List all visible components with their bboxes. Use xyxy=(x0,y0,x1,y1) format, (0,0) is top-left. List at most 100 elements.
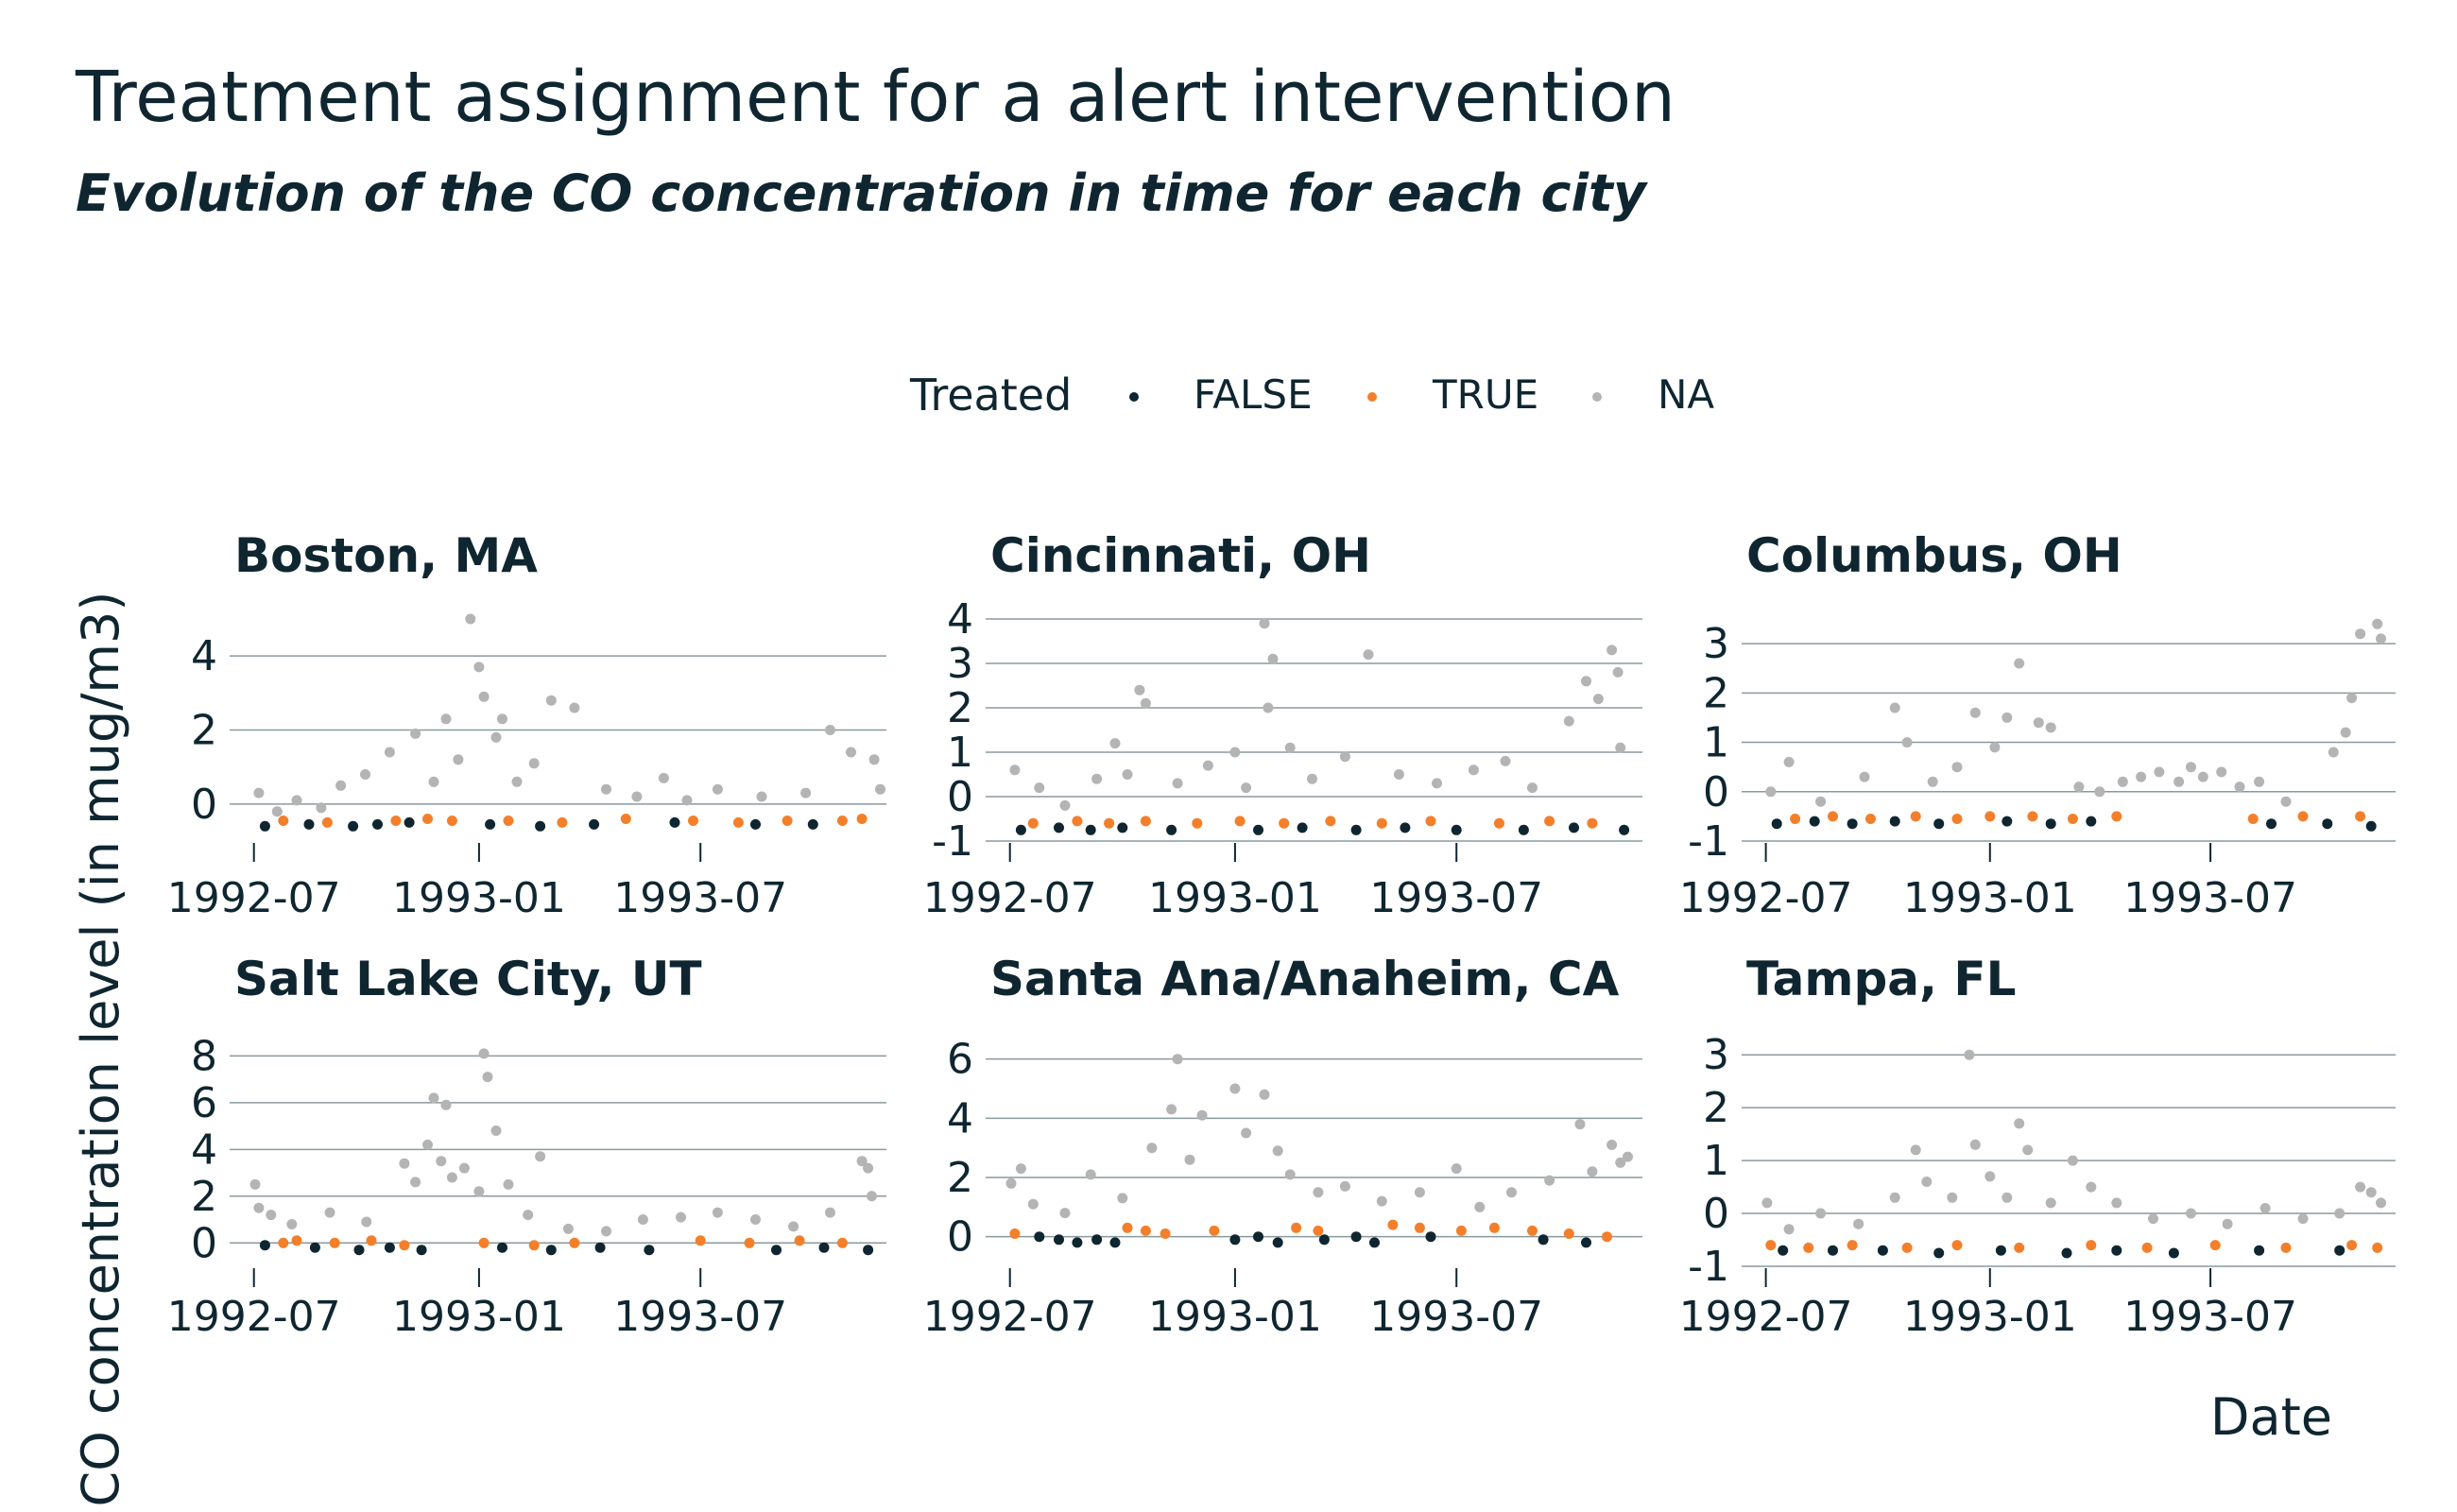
data-point-na xyxy=(2254,776,2265,787)
data-point-na xyxy=(1140,697,1151,709)
data-point-na xyxy=(676,1211,686,1223)
data-point-na xyxy=(1272,1145,1283,1157)
x-tick-label: 1993-01 xyxy=(1903,1293,2077,1341)
data-point-na xyxy=(2014,658,2025,669)
data-point-false xyxy=(1889,816,1900,827)
y-tick-label: 2 xyxy=(947,684,973,732)
data-point-false xyxy=(750,818,761,830)
legend-title: Treated xyxy=(909,369,1072,421)
data-point-na xyxy=(1005,1177,1017,1189)
data-point-na xyxy=(658,772,669,783)
data-point-true xyxy=(1027,817,1039,829)
data-point-na xyxy=(458,1162,470,1174)
data-point-na xyxy=(1853,1218,1864,1229)
data-point-na xyxy=(291,795,302,806)
data-point-na xyxy=(825,725,835,735)
data-point-true xyxy=(1828,811,1838,822)
data-point-na xyxy=(2148,1213,2158,1225)
x-axis-title: Date xyxy=(2210,1387,2332,1447)
data-point-na xyxy=(2136,771,2147,782)
data-point-true xyxy=(1376,817,1387,829)
data-point-na xyxy=(1307,773,1317,784)
data-point-na xyxy=(868,754,880,765)
data-point-na xyxy=(1339,1180,1350,1192)
data-point-true xyxy=(1279,817,1290,829)
data-point-true xyxy=(422,814,433,824)
data-point-na xyxy=(1527,782,1538,794)
data-point-na xyxy=(601,783,611,795)
data-point-false xyxy=(497,1242,507,1253)
data-point-false xyxy=(1569,822,1579,833)
data-point-na xyxy=(1606,1140,1618,1150)
data-point-true xyxy=(569,1237,580,1248)
data-point-na xyxy=(1574,1119,1586,1130)
y-tick-label: -1 xyxy=(1688,817,1729,866)
x-tick-label: 1992-07 xyxy=(167,874,341,922)
data-point-false xyxy=(1054,822,1064,833)
data-point-true xyxy=(446,816,457,826)
y-tick-label: 1 xyxy=(1703,719,1729,767)
data-point-na xyxy=(2154,766,2165,778)
data-point-na xyxy=(2086,1181,2097,1193)
data-point-true xyxy=(836,816,848,826)
data-point-true xyxy=(2280,1242,2292,1253)
data-point-false xyxy=(303,818,315,830)
data-point-na xyxy=(863,1162,874,1174)
data-point-na xyxy=(2340,727,2351,738)
data-point-na xyxy=(503,1178,514,1190)
data-point-true xyxy=(1951,814,1963,824)
data-point-false xyxy=(485,818,496,830)
data-point-na xyxy=(846,747,856,758)
legend: Treated FALSE TRUE NA xyxy=(909,369,1714,421)
data-point-na xyxy=(2376,1197,2386,1209)
facet-title: Santa Ana/Anaheim, CA xyxy=(990,952,1620,1006)
data-point-na xyxy=(535,1151,546,1162)
x-tick-label: 1993-07 xyxy=(1369,874,1543,922)
data-point-false xyxy=(1847,818,1858,830)
data-point-false xyxy=(1828,1245,1838,1256)
data-point-na xyxy=(1783,756,1795,767)
data-point-na xyxy=(482,1072,493,1083)
data-point-true xyxy=(688,816,698,826)
y-tick-label: 2 xyxy=(191,1173,217,1221)
data-point-na xyxy=(637,1214,648,1225)
data-point-false xyxy=(1253,824,1263,835)
data-point-false xyxy=(384,1242,395,1253)
y-tick-label: 8 xyxy=(191,1032,217,1080)
data-point-na xyxy=(1263,702,1274,713)
y-tick-label: 0 xyxy=(947,773,973,821)
data-point-na xyxy=(1015,1163,1026,1175)
data-point-false xyxy=(1369,1237,1380,1248)
data-point-false xyxy=(1034,1231,1045,1243)
data-point-false xyxy=(2365,820,2377,832)
data-point-na xyxy=(1313,1187,1324,1198)
data-point-na xyxy=(875,783,885,795)
data-point-na xyxy=(1241,782,1252,794)
data-point-na xyxy=(1563,715,1574,727)
y-tick-label: 3 xyxy=(947,640,973,688)
data-point-na xyxy=(2372,618,2383,629)
data-point-na xyxy=(1889,1192,1900,1203)
data-point-na xyxy=(266,1210,277,1221)
x-tick-label: 1992-07 xyxy=(167,1293,341,1341)
data-point-false xyxy=(1538,1234,1549,1246)
data-point-na xyxy=(1765,786,1777,798)
data-point-na xyxy=(1376,1195,1387,1207)
data-point-na xyxy=(1500,755,1511,766)
data-point-false xyxy=(1400,822,1411,833)
y-tick-label: 4 xyxy=(191,1125,217,1174)
data-point-na xyxy=(1964,1049,1975,1060)
data-point-false xyxy=(1272,1237,1283,1248)
data-point-na xyxy=(361,1216,372,1228)
data-point-na xyxy=(1859,771,1870,782)
facet-panel: Tampa, FL -1 0 1 2 3 1992-07 1993-01 1993-07 xyxy=(1679,952,2396,1341)
data-point-na xyxy=(1901,737,1913,748)
data-point-na xyxy=(271,806,283,817)
data-point-na xyxy=(1284,742,1296,753)
y-tick-label: 1 xyxy=(947,729,973,777)
data-point-na xyxy=(410,1177,421,1188)
facet-panel: Boston, MA 0 2 4 1992-07 1993-01 1993-07 xyxy=(167,528,886,922)
x-tick-label: 1993-07 xyxy=(1369,1293,1543,1341)
data-point-false xyxy=(2002,816,2013,827)
